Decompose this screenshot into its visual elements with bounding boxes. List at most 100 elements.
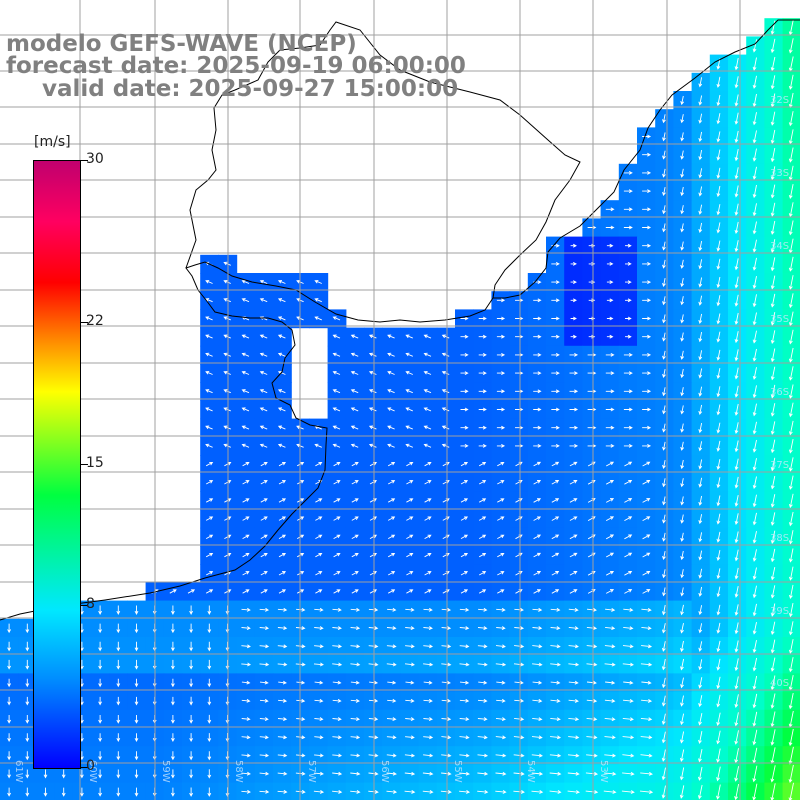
- wind-arrow: [314, 607, 324, 612]
- wind-arrow: [332, 389, 341, 394]
- wind-arrow: [241, 735, 251, 740]
- wind-arrow: [242, 589, 250, 594]
- wind-arrow: [495, 753, 507, 758]
- wind-arrow: [551, 480, 560, 485]
- river-outline: [185, 21, 581, 299]
- wind-arrow: [551, 425, 560, 430]
- wind-arrow: [550, 607, 561, 612]
- wind-arrow: [405, 626, 415, 631]
- wind-arrow: [734, 440, 739, 453]
- wind-arrow: [259, 698, 269, 703]
- wind-arrow: [639, 790, 654, 795]
- wind-arrow: [478, 353, 487, 357]
- wind-arrow: [680, 277, 685, 288]
- wind-arrow: [788, 347, 794, 363]
- wind-arrow: [350, 407, 359, 412]
- wind-arrow: [497, 534, 505, 539]
- wind-arrow: [716, 185, 721, 198]
- wind-arrow: [622, 644, 634, 649]
- wind-arrow: [495, 790, 507, 794]
- wind-arrow: [770, 783, 776, 800]
- wind-arrow: [422, 771, 434, 776]
- wind-arrow: [752, 276, 757, 290]
- wind-arrow: [533, 534, 542, 540]
- wind-arrow: [716, 204, 721, 216]
- wind-arrow: [423, 753, 434, 758]
- wind-arrow: [734, 258, 739, 271]
- wind-arrow: [605, 680, 616, 685]
- wind-arrow: [662, 187, 666, 197]
- wind-arrow: [277, 425, 286, 430]
- wind-arrow: [569, 444, 579, 448]
- wind-arrow: [277, 316, 286, 321]
- wind-arrow: [25, 733, 30, 742]
- wind-arrow: [424, 552, 432, 558]
- wind-arrow: [423, 352, 432, 357]
- wind-arrow: [624, 570, 633, 576]
- wind-arrow: [80, 769, 84, 779]
- wind-arrow: [205, 389, 213, 394]
- wind-arrow: [662, 205, 666, 215]
- wind-arrow: [770, 111, 776, 126]
- latitude-label: 39S: [770, 606, 789, 617]
- wind-arrow: [205, 352, 213, 357]
- wind-arrow: [680, 350, 685, 360]
- wind-arrow: [98, 696, 102, 706]
- wind-arrow: [570, 243, 577, 248]
- wind-arrow: [716, 94, 721, 107]
- wind-arrow: [242, 552, 250, 558]
- wind-arrow: [189, 715, 193, 724]
- wind-arrow: [477, 662, 488, 667]
- wind-arrow: [698, 222, 703, 234]
- wind-arrow: [680, 695, 684, 707]
- wind-arrow: [332, 662, 343, 667]
- wind-arrow: [770, 257, 776, 272]
- wind-arrow: [515, 334, 524, 339]
- wind-arrow: [752, 729, 758, 746]
- wind-arrow: [698, 731, 703, 745]
- wind-arrow: [171, 659, 175, 670]
- wind-arrow: [496, 316, 506, 321]
- wind-arrow: [387, 407, 395, 412]
- wind-arrow: [770, 603, 776, 617]
- wind-arrow: [369, 680, 379, 685]
- wind-arrow: [568, 680, 579, 685]
- wind-arrow: [277, 389, 286, 394]
- wind-arrow: [551, 298, 560, 303]
- wind-arrow: [7, 715, 11, 724]
- wind-arrow: [752, 184, 757, 199]
- wind-arrow: [171, 678, 175, 688]
- wind-arrow: [405, 352, 413, 357]
- wind-arrow: [459, 735, 470, 740]
- wind-arrow: [550, 717, 561, 722]
- wind-arrow: [550, 626, 561, 631]
- wind-arrow: [734, 203, 739, 216]
- wind-arrow: [788, 584, 794, 600]
- wind-arrow: [460, 480, 469, 485]
- wind-arrow: [241, 662, 252, 667]
- wind-arrow: [533, 425, 542, 430]
- wind-arrow: [585, 771, 599, 776]
- wind-arrow: [314, 279, 322, 284]
- wind-arrow: [679, 731, 685, 744]
- wind-arrow: [680, 314, 685, 324]
- wind-arrow: [698, 495, 703, 506]
- wind-arrow: [205, 552, 214, 558]
- wind-arrow: [350, 698, 360, 703]
- wind-arrow: [332, 316, 341, 321]
- wind-arrow: [350, 753, 361, 758]
- wind-arrow: [679, 767, 685, 781]
- wind-arrow: [478, 680, 488, 685]
- wind-arrow: [134, 715, 139, 724]
- wind-arrow: [551, 461, 560, 467]
- wind-arrow: [770, 348, 776, 363]
- wind-arrow: [459, 607, 470, 612]
- wind-arrow: [333, 589, 341, 594]
- wind-arrow: [770, 384, 776, 399]
- wind-arrow: [351, 498, 359, 503]
- wind-arrow: [734, 76, 739, 89]
- wind-arrow: [406, 516, 414, 521]
- wind-arrow: [478, 316, 487, 321]
- wind-arrow: [788, 566, 794, 581]
- wind-arrow: [260, 552, 268, 558]
